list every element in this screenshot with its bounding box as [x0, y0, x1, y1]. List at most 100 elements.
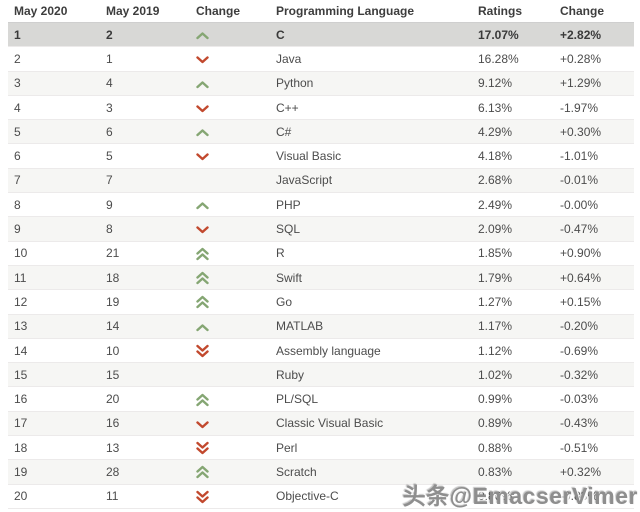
change-pct-cell: -0.51% — [554, 435, 634, 461]
change-icon-cell — [190, 484, 270, 509]
table-row[interactable]: 3 4 Python 9.12% +1.29% — [8, 71, 634, 96]
ratings-cell: 16.28% — [472, 46, 554, 72]
rank-2020-cell: 18 — [8, 435, 100, 461]
ratings-cell: 4.29% — [472, 119, 554, 145]
change-icon-cell — [190, 435, 270, 461]
rank-2020-cell: 4 — [8, 95, 100, 121]
table-row[interactable]: 10 21 R 1.85% +0.90% — [8, 241, 634, 266]
ratings-cell: 2.49% — [472, 192, 554, 218]
ratings-cell: 0.89% — [472, 411, 554, 437]
change-pct-cell: -0.43% — [554, 411, 634, 437]
rank-2019-cell: 9 — [100, 192, 190, 218]
rank-2019-cell: 28 — [100, 459, 190, 485]
table-row[interactable]: 8 9 PHP 2.49% -0.00% — [8, 192, 634, 218]
change-icon-cell — [190, 241, 270, 266]
chevron-up-icon — [196, 202, 209, 210]
rank-2020-cell: 14 — [8, 338, 100, 364]
table-row[interactable]: 15 15 Ruby 1.02% -0.32% — [8, 362, 634, 388]
table-row[interactable]: 13 14 MATLAB 1.17% -0.20% — [8, 314, 634, 339]
ratings-cell: 17.07% — [472, 22, 554, 48]
rank-2019-cell: 18 — [100, 265, 190, 291]
ratings-cell: 1.85% — [472, 241, 554, 266]
ratings-cell: 0.80% — [472, 484, 554, 509]
change-icon-cell — [190, 46, 270, 72]
table-row[interactable]: 6 5 Visual Basic 4.18% -1.01% — [8, 143, 634, 169]
ratings-cell: 0.99% — [472, 386, 554, 412]
chevron-down-icon — [196, 421, 209, 428]
language-cell: C — [270, 22, 472, 48]
rank-2020-cell: 8 — [8, 192, 100, 218]
table-row[interactable]: 1 2 C 17.07% +2.82% — [8, 22, 634, 48]
language-cell: Classic Visual Basic — [270, 411, 472, 437]
change-pct-cell: +0.32% — [554, 459, 634, 485]
language-cell: Assembly language — [270, 338, 472, 364]
language-cell: Go — [270, 289, 472, 315]
change-icon-cell — [190, 192, 270, 218]
table-row[interactable]: 14 10 Assembly language 1.12% -0.69% — [8, 338, 634, 364]
rank-2019-cell: 11 — [100, 484, 190, 509]
change-pct-cell: -0.32% — [554, 362, 634, 388]
language-cell: C++ — [270, 95, 472, 121]
table-row[interactable]: 4 3 C++ 6.13% -1.97% — [8, 95, 634, 121]
table-row[interactable]: 12 19 Go 1.27% +0.15% — [8, 289, 634, 315]
change-icon-cell — [190, 216, 270, 242]
ratings-cell: 9.12% — [472, 71, 554, 96]
table-row[interactable]: 19 28 Scratch 0.83% +0.32% — [8, 459, 634, 485]
rank-2019-cell: 15 — [100, 362, 190, 388]
change-icon-cell — [190, 168, 270, 194]
change-pct-cell: +0.28% — [554, 46, 634, 72]
language-cell: C# — [270, 119, 472, 145]
table-row[interactable]: 18 13 Perl 0.88% -0.51% — [8, 435, 634, 461]
language-cell: Ruby — [270, 362, 472, 388]
table-row[interactable]: 2 1 Java 16.28% +0.28% — [8, 46, 634, 72]
rank-2019-cell: 2 — [100, 22, 190, 48]
double-chevron-up-icon — [196, 466, 209, 479]
table-row[interactable]: 5 6 C# 4.29% +0.30% — [8, 119, 634, 145]
table-row[interactable]: 7 7 JavaScript 2.68% -0.01% — [8, 168, 634, 194]
language-cell: Perl — [270, 435, 472, 461]
table-row[interactable]: 11 18 Swift 1.79% +0.64% — [8, 265, 634, 291]
change-pct-cell: -0.01% — [554, 168, 634, 194]
rank-2020-cell: 19 — [8, 459, 100, 485]
rank-2019-cell: 7 — [100, 168, 190, 194]
rank-2019-cell: 19 — [100, 289, 190, 315]
ratings-cell: 2.09% — [472, 216, 554, 242]
ratings-cell: 1.12% — [472, 338, 554, 364]
change-pct-cell: +0.30% — [554, 119, 634, 145]
column-header-may-2020: May 2020 — [8, 0, 100, 23]
rank-2019-cell: 16 — [100, 411, 190, 437]
ratings-cell: 1.02% — [472, 362, 554, 388]
table-row[interactable]: 16 20 PL/SQL 0.99% -0.03% — [8, 386, 634, 412]
change-pct-cell: -1.01% — [554, 143, 634, 169]
rank-2019-cell: 4 — [100, 71, 190, 96]
language-cell: PL/SQL — [270, 386, 472, 412]
rank-2020-cell: 11 — [8, 265, 100, 291]
rank-2019-cell: 8 — [100, 216, 190, 242]
ratings-cell: 1.17% — [472, 314, 554, 339]
change-icon-cell — [190, 459, 270, 485]
language-cell: Java — [270, 46, 472, 72]
change-pct-cell: +2.82% — [554, 22, 634, 48]
chevron-down-icon — [196, 105, 209, 113]
rank-2020-cell: 20 — [8, 484, 100, 509]
ratings-cell: 1.27% — [472, 289, 554, 315]
change-pct-cell: +1.29% — [554, 71, 634, 96]
chevron-up-icon — [196, 80, 209, 88]
ratings-cell: 4.18% — [472, 143, 554, 169]
table-row[interactable]: 9 8 SQL 2.09% -0.47% — [8, 216, 634, 242]
chevron-down-icon — [196, 153, 209, 161]
rank-2020-cell: 17 — [8, 411, 100, 437]
change-pct-cell: -0.00% — [554, 192, 634, 218]
change-pct-cell: -0.03% — [554, 386, 634, 412]
change-pct-cell: -0.83% — [554, 484, 634, 509]
ratings-cell: 1.79% — [472, 265, 554, 291]
double-chevron-down-icon — [196, 490, 209, 503]
rank-2020-cell: 13 — [8, 314, 100, 339]
double-chevron-down-icon — [196, 344, 209, 358]
rank-2020-cell: 15 — [8, 362, 100, 388]
table-row[interactable]: 20 11 Objective-C 0.80% -0.83% — [8, 484, 634, 509]
change-icon-cell — [190, 71, 270, 96]
double-chevron-up-icon — [196, 271, 209, 285]
table-row[interactable]: 17 16 Classic Visual Basic 0.89% -0.43% — [8, 411, 634, 437]
column-header-change-pct: Change — [554, 0, 634, 23]
